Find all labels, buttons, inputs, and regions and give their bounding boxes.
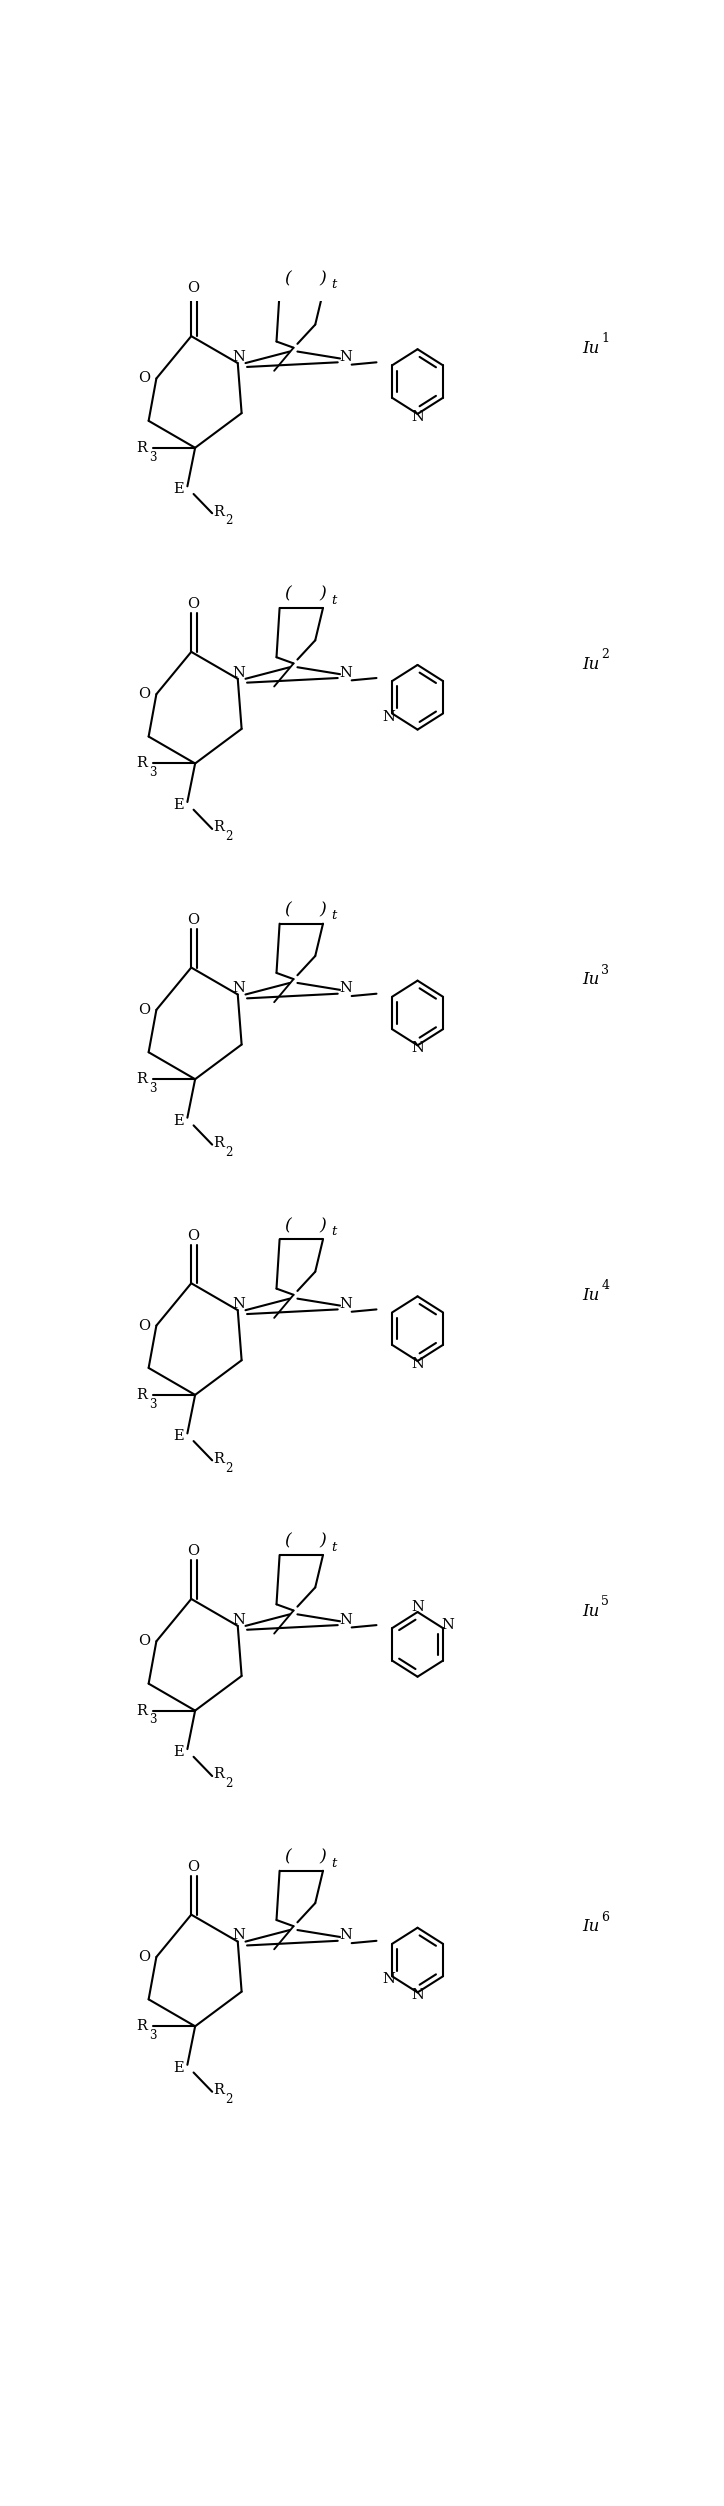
Text: ): ) — [319, 902, 327, 917]
Text: 6: 6 — [601, 1910, 609, 1925]
Text: N: N — [340, 982, 353, 995]
Text: E: E — [173, 2060, 183, 2075]
Text: ): ) — [319, 1218, 327, 1233]
Text: (: ( — [284, 586, 291, 601]
Text: O: O — [138, 1002, 150, 1017]
Text: 2: 2 — [226, 829, 233, 842]
Text: Iu: Iu — [583, 341, 600, 356]
Text: ): ) — [319, 1534, 327, 1549]
Text: R: R — [214, 1135, 224, 1150]
Text: t: t — [331, 1225, 337, 1238]
Text: ): ) — [319, 1849, 327, 1864]
Text: ): ) — [319, 586, 327, 601]
Text: E: E — [173, 1113, 183, 1128]
Text: R: R — [214, 1451, 224, 1466]
Text: N: N — [232, 667, 245, 679]
Text: 2: 2 — [226, 1145, 233, 1158]
Text: N: N — [232, 351, 245, 363]
Text: N: N — [411, 411, 424, 424]
Text: N: N — [232, 1930, 245, 1942]
Text: O: O — [188, 912, 200, 927]
Text: N: N — [232, 1298, 245, 1311]
Text: O: O — [188, 596, 200, 611]
Text: O: O — [188, 1544, 200, 1559]
Text: R: R — [214, 2082, 224, 2098]
Text: t: t — [331, 1541, 337, 1554]
Text: N: N — [411, 1358, 424, 1371]
Text: R: R — [136, 441, 147, 454]
Text: O: O — [138, 1318, 150, 1333]
Text: O: O — [138, 1634, 150, 1649]
Text: Iu: Iu — [583, 657, 600, 672]
Text: 3: 3 — [150, 1714, 157, 1727]
Text: ): ) — [319, 271, 327, 286]
Text: Iu: Iu — [583, 1288, 600, 1303]
Text: (: ( — [284, 902, 291, 917]
Text: t: t — [331, 910, 337, 922]
Text: 3: 3 — [150, 1398, 157, 1411]
Text: 5: 5 — [601, 1596, 609, 1609]
Text: R: R — [136, 2020, 147, 2032]
Text: t: t — [331, 278, 337, 291]
Text: 3: 3 — [150, 451, 157, 464]
Text: E: E — [173, 797, 183, 812]
Text: 3: 3 — [601, 965, 609, 977]
Text: E: E — [173, 481, 183, 496]
Text: O: O — [138, 687, 150, 702]
Text: N: N — [382, 1972, 395, 1987]
Text: (: ( — [284, 1218, 291, 1233]
Text: N: N — [411, 1042, 424, 1055]
Text: N: N — [340, 1614, 353, 1626]
Text: 3: 3 — [150, 2030, 157, 2042]
Text: 3: 3 — [150, 767, 157, 779]
Text: N: N — [411, 1987, 424, 2002]
Text: R: R — [214, 1767, 224, 1782]
Text: 2: 2 — [226, 2093, 233, 2105]
Text: 2: 2 — [226, 1777, 233, 1789]
Text: 3: 3 — [150, 1083, 157, 1095]
Text: 1: 1 — [601, 333, 609, 346]
Text: (: ( — [284, 1849, 291, 1864]
Text: O: O — [188, 1859, 200, 1874]
Text: O: O — [138, 371, 150, 386]
Text: N: N — [382, 709, 395, 724]
Text: O: O — [138, 1950, 150, 1965]
Text: R: R — [136, 757, 147, 769]
Text: R: R — [214, 819, 224, 834]
Text: N: N — [340, 1930, 353, 1942]
Text: Iu: Iu — [583, 1604, 600, 1619]
Text: O: O — [188, 281, 200, 296]
Text: 2: 2 — [226, 1461, 233, 1474]
Text: 2: 2 — [601, 649, 609, 662]
Text: (: ( — [284, 271, 291, 286]
Text: N: N — [340, 1298, 353, 1311]
Text: 4: 4 — [601, 1281, 609, 1293]
Text: R: R — [136, 1388, 147, 1401]
Text: N: N — [411, 1601, 424, 1614]
Text: N: N — [340, 351, 353, 363]
Text: R: R — [136, 1704, 147, 1717]
Text: E: E — [173, 1744, 183, 1759]
Text: 2: 2 — [226, 514, 233, 526]
Text: O: O — [188, 1228, 200, 1243]
Text: Iu: Iu — [583, 972, 600, 987]
Text: Iu: Iu — [583, 1920, 600, 1935]
Text: R: R — [136, 1073, 147, 1085]
Text: R: R — [214, 504, 224, 519]
Text: N: N — [340, 667, 353, 679]
Text: E: E — [173, 1428, 183, 1443]
Text: N: N — [232, 982, 245, 995]
Text: N: N — [441, 1619, 454, 1631]
Text: N: N — [232, 1614, 245, 1626]
Text: t: t — [331, 594, 337, 606]
Text: (: ( — [284, 1534, 291, 1549]
Text: t: t — [331, 1857, 337, 1869]
